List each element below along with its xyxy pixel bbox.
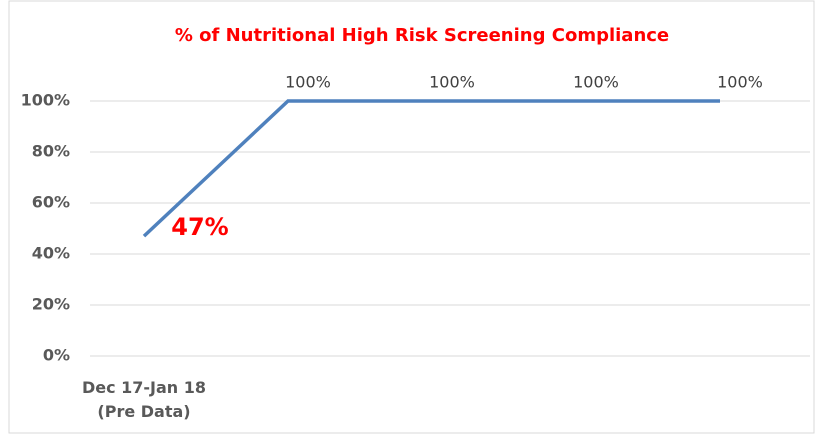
data-label: 100% — [573, 73, 619, 92]
y-tick-label: 0% — [43, 346, 70, 365]
data-label: 47% — [171, 213, 228, 241]
x-tick-label: Dec 17-Jan 18 (Pre Data) — [82, 378, 206, 421]
chart-title: % of Nutritional High Risk Screening Com… — [175, 25, 669, 46]
y-tick-label: 60% — [32, 193, 70, 212]
chart-border — [8, 0, 815, 434]
y-tick-label: 80% — [32, 142, 70, 161]
y-tick-label: 40% — [32, 244, 70, 263]
y-tick-label: 20% — [32, 295, 70, 314]
line — [142, 99, 720, 238]
data-label: 100% — [717, 73, 763, 92]
data-label: 100% — [429, 73, 475, 92]
y-tick-label: 100% — [21, 91, 70, 110]
data-label: 100% — [285, 73, 331, 92]
